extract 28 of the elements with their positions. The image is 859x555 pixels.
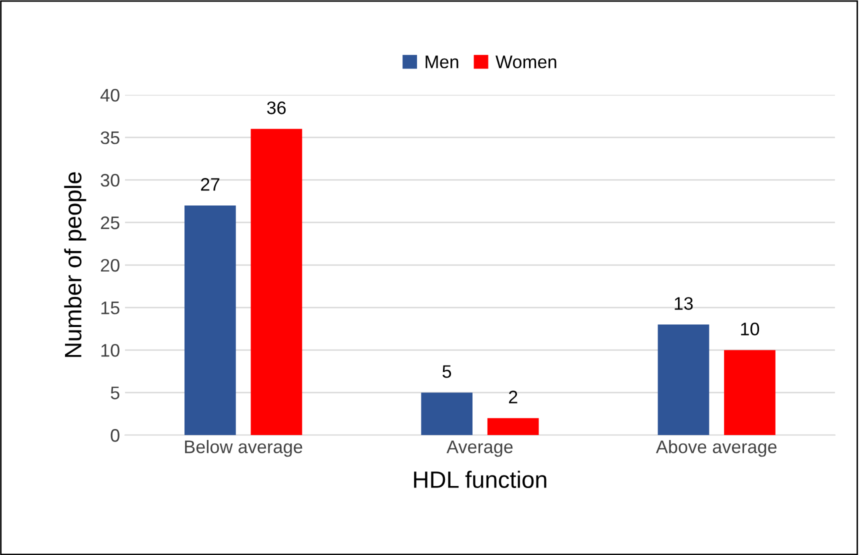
legend-label: Men (426, 56, 458, 68)
x-tick-label: Average (446, 440, 513, 457)
y-axis-title: Number of people (64, 172, 86, 357)
bar (421, 392, 473, 436)
data-label: 27 (201, 178, 220, 191)
x-tick-label: Below average (185, 440, 302, 457)
bar (724, 350, 776, 436)
y-tick-label: 10 (101, 344, 120, 357)
y-tick-label: 30 (100, 174, 120, 187)
x-axis-title: HDL function (414, 470, 546, 488)
legend-label: Women (496, 56, 556, 68)
bar (184, 205, 236, 436)
data-label: 36 (267, 101, 286, 114)
data-label: 13 (674, 297, 693, 310)
y-tick-label: 15 (101, 302, 120, 314)
y-tick-label: 0 (110, 429, 120, 442)
bar (658, 324, 710, 436)
y-tick-label: 40 (100, 88, 120, 102)
bar (250, 128, 302, 436)
y-tick-label: 20 (100, 258, 120, 272)
y-tick-label: 25 (100, 216, 120, 230)
data-label: 10 (741, 322, 760, 336)
bar (487, 418, 539, 436)
data-label: 2 (508, 390, 518, 404)
x-tick-label: Above average (656, 440, 777, 457)
y-tick-label: 35 (100, 131, 120, 144)
y-tick-label: 5 (110, 386, 120, 400)
data-label: 5 (442, 365, 452, 378)
